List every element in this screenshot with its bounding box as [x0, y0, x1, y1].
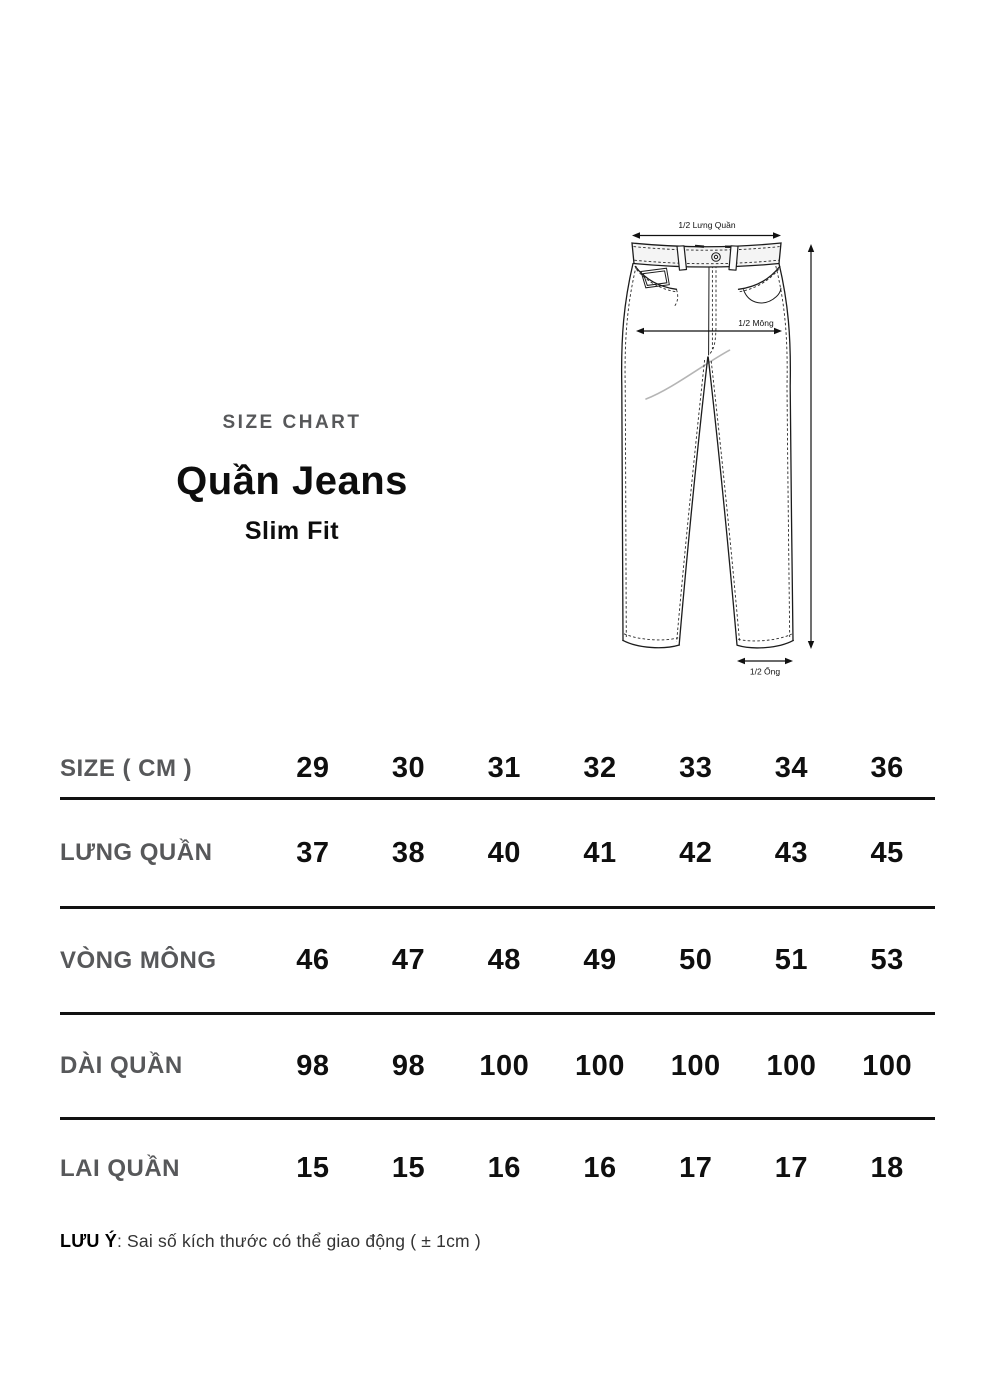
waistband — [631, 242, 782, 271]
value-cell: 100 — [766, 1049, 817, 1082]
size-table: SIZE ( CM ) 29 30 31 32 33 34 36 LƯNG QU… — [60, 740, 935, 1217]
value-cell: 47 — [391, 944, 426, 976]
belt-loop-right — [728, 245, 739, 271]
size-column-30: 30 — [391, 752, 426, 784]
value-cell: 53 — [870, 944, 904, 976]
tolerance-note: LƯU Ý: Sai số kích thước có thể giao độn… — [60, 1231, 481, 1252]
size-column-29: 29 — [296, 752, 330, 784]
hem-measure-label: 1/2 Ống — [750, 666, 781, 677]
value-cell: 46 — [296, 944, 330, 976]
table-header-row: SIZE ( CM ) 29 30 31 32 33 34 36 — [60, 740, 935, 800]
waist-measure-label: 1/2 Lưng Quần — [678, 220, 735, 230]
note-text: : Sai số kích thước có thể giao động ( ±… — [116, 1231, 481, 1251]
value-cell: 100 — [862, 1049, 913, 1082]
size-column-34: 34 — [774, 752, 809, 784]
page-subtitle: Slim Fit — [244, 517, 340, 545]
table-row-length: DÀI QUẦN 98 98 100 100 100 100 100 — [60, 1015, 935, 1120]
size-column-32: 32 — [583, 752, 617, 784]
fly-detail — [708, 265, 717, 356]
value-cell: 41 — [583, 836, 617, 869]
size-column-33: 33 — [679, 752, 713, 784]
row-label: LAI QUẦN — [60, 1154, 180, 1182]
row-label: LƯNG QUẦN — [60, 839, 213, 866]
row-label: VÒNG MÔNG — [60, 946, 217, 974]
row-label: DÀI QUẦN — [60, 1052, 183, 1079]
button-icon — [711, 252, 721, 262]
page-title: Quần Jeans — [176, 459, 408, 503]
jeans-body — [620, 262, 794, 649]
kicker-size-chart: SIZE CHART — [222, 412, 362, 433]
value-cell: 16 — [583, 1152, 617, 1184]
value-cell: 18 — [870, 1152, 904, 1184]
value-cell: 100 — [575, 1049, 625, 1082]
hip-measure-label: 1/2 Mông — [738, 318, 774, 328]
table-row-hem: LAI QUẦN 15 15 16 16 17 17 18 — [60, 1120, 935, 1217]
coin-pocket — [640, 267, 670, 289]
value-cell: 98 — [296, 1049, 330, 1082]
value-cell: 38 — [391, 836, 426, 869]
note-label: LƯU Ý — [60, 1231, 117, 1251]
title-block: SIZE CHART Quần Jeans Slim Fit — [117, 412, 467, 546]
value-cell: 50 — [679, 944, 713, 976]
value-cell: 48 — [487, 944, 521, 976]
value-cell: 16 — [487, 1152, 521, 1184]
value-cell: 37 — [296, 836, 330, 869]
value-cell: 98 — [391, 1049, 426, 1082]
value-cell: 49 — [583, 944, 617, 976]
value-cell: 40 — [487, 836, 521, 869]
value-cell: 15 — [296, 1152, 330, 1184]
front-pockets — [634, 265, 782, 308]
value-cell: 100 — [479, 1049, 530, 1082]
value-cell: 17 — [774, 1152, 809, 1184]
value-cell: 100 — [670, 1049, 721, 1082]
table-header-label: SIZE ( CM ) — [60, 754, 193, 782]
value-cell: 45 — [870, 836, 904, 869]
jeans-technical-drawing: 1/2 Lưng Quần 1/2 Mông 1/2 Ống — [620, 220, 815, 677]
value-cell: 51 — [774, 944, 809, 976]
dimension-arrows: 1/2 Lưng Quần 1/2 Mông 1/2 Ống — [632, 220, 815, 677]
value-cell: 17 — [679, 1152, 713, 1184]
swoosh-decoration — [645, 349, 731, 400]
value-cell: 43 — [774, 836, 809, 869]
value-cell: 42 — [679, 836, 713, 869]
size-column-36: 36 — [870, 752, 904, 784]
belt-loop-left — [676, 245, 688, 271]
size-column-31: 31 — [487, 752, 521, 784]
table-row-waist: LƯNG QUẦN 37 38 40 41 42 43 45 — [60, 800, 935, 909]
value-cell: 15 — [391, 1152, 426, 1184]
table-row-hip: VÒNG MÔNG 46 47 48 49 50 51 53 — [60, 909, 935, 1015]
